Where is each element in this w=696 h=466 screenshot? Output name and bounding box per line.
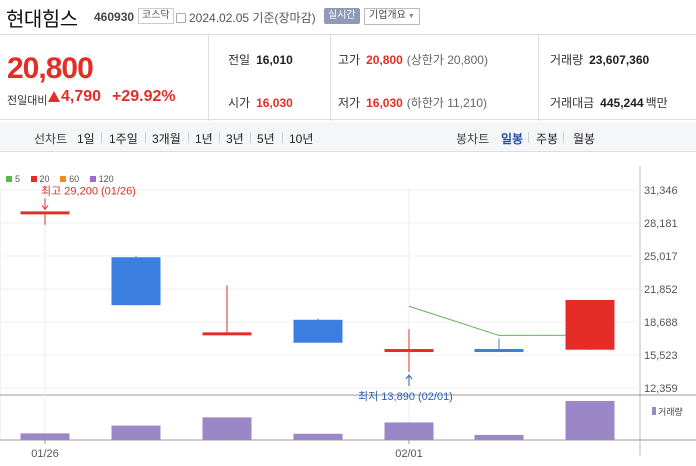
tab-3m[interactable]: 3개월 xyxy=(152,132,181,146)
price-summary: 20,800 전일대비 4,790 +29.92% 전일 16,010 고가 20,… xyxy=(0,34,696,121)
prev-close: 전일 16,010 xyxy=(228,53,293,67)
open-price: 시가 16,030 xyxy=(228,96,293,110)
low-price: 저가 16,030 (하한가 11,210) xyxy=(338,96,488,110)
tab-daily[interactable]: 일봉 xyxy=(501,132,524,146)
legend-ma20: 20 xyxy=(30,174,50,184)
x-tick-label: 01/26 xyxy=(31,448,59,460)
tab-3y[interactable]: 3년 xyxy=(226,132,244,146)
divider xyxy=(538,35,539,121)
volume-legend-label: 거래량 xyxy=(658,406,683,417)
candle-down xyxy=(474,349,524,353)
candle-up xyxy=(384,349,434,353)
volume-bar xyxy=(202,417,252,440)
line-chart-label: 선차트 xyxy=(34,132,68,146)
chart-period-tabs: 선차트 1일 1주일 3개월 1년 3년 5년 10년 봉차트 일봉 주봉 월봉 xyxy=(0,122,696,152)
volume: 거래량 23,607,360 xyxy=(550,53,650,67)
x-tick-label: 02/01 xyxy=(395,448,423,460)
tab-5y[interactable]: 5년 xyxy=(257,132,275,146)
tab-monthly[interactable]: 월봉 xyxy=(573,132,596,146)
volume-bar xyxy=(111,425,161,440)
candle-up xyxy=(20,211,70,215)
volume-legend-swatch xyxy=(652,407,656,415)
divider xyxy=(282,132,283,143)
clock-icon xyxy=(176,13,186,23)
candlestick-chart[interactable]: 31,346 28,181 25,017 21,852 18,688 15,523 12,3… xyxy=(0,166,696,466)
realtime-button[interactable]: 실시간 xyxy=(324,8,360,24)
basis-text: 기준(장마감) xyxy=(252,11,316,25)
trade-amount: 거래대금 445,244 백만 xyxy=(550,96,668,110)
candle-up xyxy=(565,299,615,350)
legend-ma60: 60 xyxy=(60,174,79,184)
divider xyxy=(219,132,220,143)
low-marker-head xyxy=(405,374,413,380)
y-tick-label: 18,688 xyxy=(644,317,678,329)
legend-swatch xyxy=(89,176,96,182)
market-badge: 코스닥 xyxy=(138,8,174,24)
divider xyxy=(188,132,189,143)
up-arrow-icon xyxy=(48,91,60,102)
chevron-down-icon: ▼ xyxy=(407,13,415,20)
y-tick-label: 12,359 xyxy=(644,383,678,395)
y-tick-label: 25,017 xyxy=(644,251,678,263)
date-info: 2024.02.05 기준(장마감) xyxy=(176,9,316,26)
tab-1d[interactable]: 1일 xyxy=(77,132,95,146)
tab-weekly[interactable]: 주봉 xyxy=(536,132,559,146)
volume-bar xyxy=(474,434,524,440)
y-tick-label: 15,523 xyxy=(644,350,678,362)
change-percent: +29.92% xyxy=(112,88,176,105)
company-info-dropdown[interactable]: 기업개요 ▼ xyxy=(364,8,420,25)
volume-bar xyxy=(384,422,434,440)
divider xyxy=(145,132,146,143)
stock-code: 460930 xyxy=(94,10,135,24)
low-annotation: 최저 13,890 (02/01) xyxy=(358,390,453,403)
divider xyxy=(101,132,102,143)
current-price: 20,800 xyxy=(7,52,94,85)
high-annotation: 최고 29,200 (01/26) xyxy=(41,184,136,197)
volume-bar xyxy=(293,433,343,440)
ma-legend: 5 20 60 120 xyxy=(6,174,122,184)
change-value: 4,790 xyxy=(61,88,102,105)
divider xyxy=(528,132,529,143)
divider xyxy=(563,132,564,143)
y-tick-label: 28,181 xyxy=(644,218,678,230)
date-text: 2024.02.05 xyxy=(189,11,250,25)
change-label: 전일대비 xyxy=(7,95,48,107)
divider xyxy=(330,35,331,121)
y-tick-label: 21,852 xyxy=(644,284,678,296)
legend-swatch xyxy=(60,176,67,182)
volume-bar xyxy=(565,401,615,440)
tab-10y[interactable]: 10년 xyxy=(289,132,314,146)
volume-bar xyxy=(20,433,70,440)
divider xyxy=(250,132,251,143)
high-marker-head xyxy=(41,205,49,211)
company-info-label: 기업개요 xyxy=(369,10,406,21)
y-tick-label: 31,346 xyxy=(644,185,678,197)
high-price: 고가 20,800 (상한가 20,800) xyxy=(338,53,488,67)
candle-chart-label: 봉차트 xyxy=(456,132,490,146)
ma5-line xyxy=(408,305,591,336)
candle-up xyxy=(202,332,252,336)
stock-name: 현대힘스 xyxy=(6,9,78,31)
divider xyxy=(208,35,209,121)
legend-ma120: 120 xyxy=(89,174,114,184)
stock-header: 현대힘스 460930 코스닥 2024.02.05 기준(장마감) 실시간 기… xyxy=(0,0,696,32)
tab-1w[interactable]: 1주일 xyxy=(109,132,138,146)
legend-swatch xyxy=(30,176,37,182)
legend-swatch xyxy=(6,176,12,182)
legend-ma5: 5 xyxy=(6,174,20,184)
candle-down xyxy=(111,257,161,306)
candle-down xyxy=(293,319,343,343)
tab-1y[interactable]: 1년 xyxy=(195,132,213,146)
